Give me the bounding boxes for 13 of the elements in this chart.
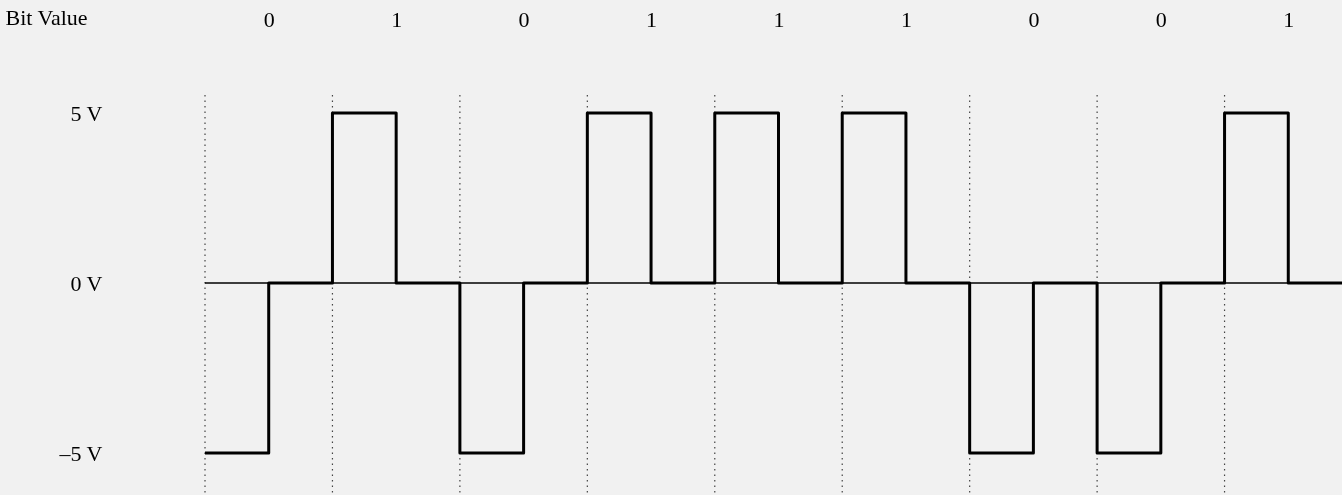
x-tick-label: 1 [773,6,785,32]
x-tick-label: 1 [900,6,912,32]
x-tick-label: 0 [518,6,530,32]
x-tick-label: 0 [1155,6,1167,32]
x-tick-label: 1 [391,6,403,32]
y-tick-label: 5 V [70,100,103,126]
y-tick-label: 0 V [70,270,103,296]
x-axis-title: Bit Value [5,4,88,30]
x-tick-label: 1 [1283,6,1295,32]
x-tick-label: 0 [263,6,275,32]
x-tick-label: 0 [1028,6,1040,32]
x-tick-label: 1 [646,6,658,32]
y-tick-label: –5 V [58,440,103,466]
